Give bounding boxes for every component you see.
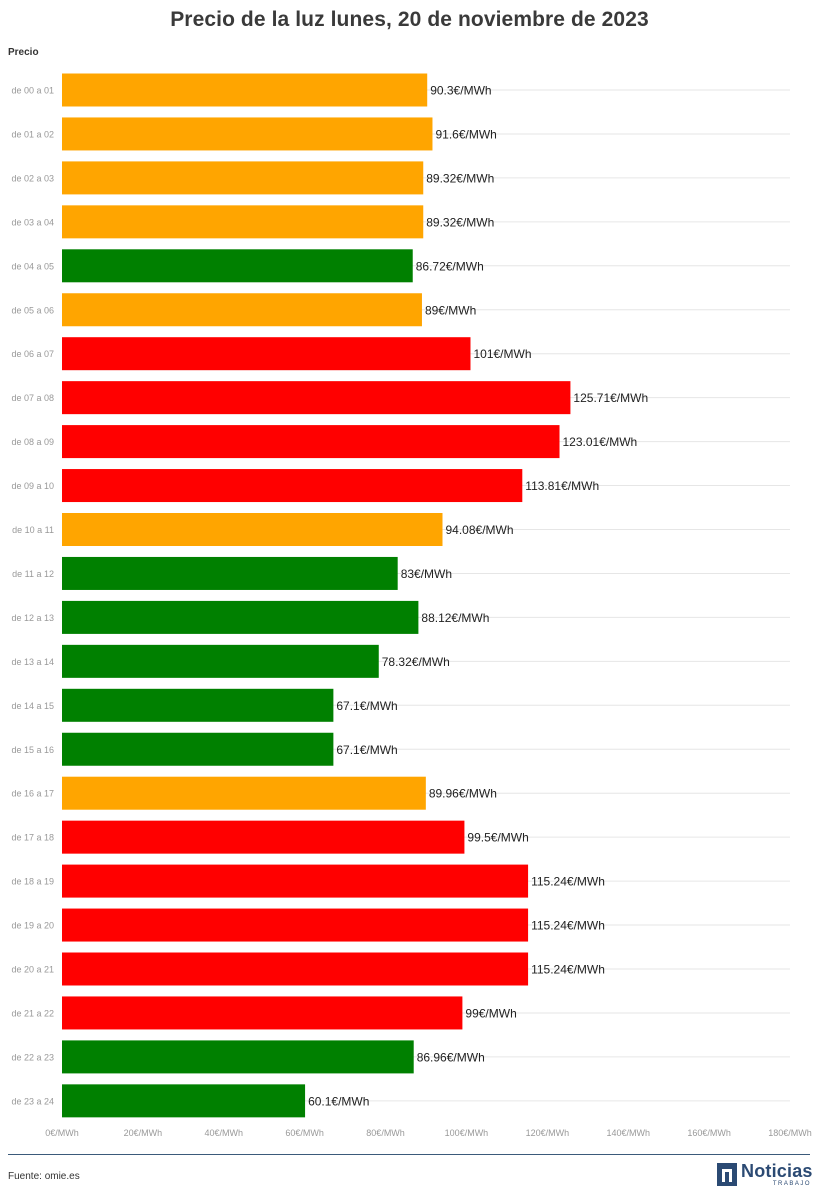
logo-n-icon (717, 1163, 737, 1186)
value-label: 67.1€/MWh (336, 743, 397, 757)
category-label: de 03 a 04 (11, 217, 54, 227)
value-label: 88.12€/MWh (421, 611, 489, 625)
bar (62, 381, 571, 415)
value-label: 89€/MWh (425, 303, 476, 317)
source-note: Fuente: omie.es (8, 1171, 80, 1182)
x-tick-label: 120€/MWh (526, 1128, 570, 1138)
value-label: 60.1€/MWh (308, 1094, 369, 1108)
category-label: de 10 a 11 (12, 525, 54, 535)
bar (62, 820, 465, 854)
x-tick-label: 60€/MWh (285, 1128, 324, 1138)
value-label: 90.3€/MWh (430, 84, 491, 98)
logo-subtitle: TRABAJO (772, 1181, 811, 1187)
value-label: 83€/MWh (401, 567, 452, 581)
x-tick-label: 40€/MWh (205, 1128, 244, 1138)
category-label: de 19 a 20 (11, 921, 54, 931)
category-label: de 07 a 08 (11, 393, 54, 403)
category-label: de 08 a 09 (11, 437, 54, 447)
value-label: 86.72€/MWh (416, 259, 484, 273)
footer-divider (8, 1154, 810, 1155)
x-tick-label: 100€/MWh (445, 1128, 489, 1138)
value-label: 115.24€/MWh (531, 919, 605, 933)
value-label: 125.71€/MWh (573, 391, 648, 405)
bar (62, 776, 426, 810)
x-tick-label: 140€/MWh (606, 1128, 650, 1138)
value-label: 94.08€/MWh (446, 523, 514, 537)
category-label: de 05 a 06 (11, 305, 54, 315)
category-label: de 17 a 18 (11, 833, 54, 843)
y-axis-label: Precio (8, 47, 39, 58)
bar (62, 556, 398, 590)
value-label: 67.1€/MWh (336, 699, 397, 713)
x-tick-label: 20€/MWh (124, 1128, 163, 1138)
logo-wordmark: Noticias (741, 1161, 813, 1181)
bar (62, 864, 529, 898)
value-label: 89.32€/MWh (426, 171, 494, 185)
bar (62, 908, 529, 942)
category-label: de 13 a 14 (11, 657, 54, 667)
category-label: de 11 a 12 (12, 569, 54, 579)
category-label: de 06 a 07 (11, 349, 54, 359)
bar-chart: de 00 a 01 de 01 a 02 de 02 a 03 de 03 a 04… (11, 73, 812, 1138)
bar (62, 205, 424, 239)
category-label: de 23 a 24 (11, 1096, 54, 1106)
value-label: 99€/MWh (465, 1006, 516, 1020)
x-tick-label: 180€/MWh (768, 1128, 812, 1138)
bar (62, 117, 433, 151)
bar (62, 644, 379, 678)
bars (62, 73, 571, 1118)
bar (62, 996, 463, 1030)
noticias-trabajo-logo: Noticias TRABAJO (717, 1161, 813, 1190)
category-label: de 04 a 05 (11, 261, 54, 271)
x-axis-ticks: 0€/MWh 20€/MWh 40€/MWh 60€/MWh 80€/MWh 100€/M… (45, 1128, 812, 1138)
grid-lines (62, 89, 790, 1102)
value-label: 101€/MWh (473, 347, 531, 361)
category-label: de 21 a 22 (11, 1008, 54, 1018)
category-label: de 02 a 03 (11, 173, 54, 183)
category-label: de 18 a 19 (11, 877, 54, 887)
value-label: 99.5€/MWh (467, 831, 528, 845)
bar (62, 425, 560, 459)
bar (62, 688, 334, 722)
bar (62, 732, 334, 766)
bar (62, 1084, 306, 1118)
category-label: de 15 a 16 (11, 745, 54, 755)
category-label: de 00 a 01 (11, 86, 54, 96)
category-labels: de 00 a 01 de 01 a 02 de 02 a 03 de 03 a 04… (11, 86, 54, 1107)
category-label: de 16 a 17 (11, 789, 54, 799)
value-label: 78.32€/MWh (382, 655, 450, 669)
category-label: de 20 a 21 (11, 965, 54, 975)
bar (62, 600, 419, 634)
bar (62, 293, 422, 327)
bar (62, 337, 471, 371)
category-label: de 12 a 13 (11, 613, 54, 623)
bar (62, 161, 424, 195)
bar (62, 1040, 414, 1074)
bar (62, 469, 523, 503)
value-label: 115.24€/MWh (531, 875, 605, 889)
value-label: 89.96€/MWh (429, 787, 497, 801)
bar (62, 73, 428, 107)
value-label: 113.81€/MWh (525, 479, 599, 493)
category-label: de 22 a 23 (11, 1052, 54, 1062)
value-label: 89.32€/MWh (426, 215, 494, 229)
value-label: 91.6€/MWh (435, 127, 496, 141)
bar (62, 952, 529, 986)
value-labels: 90.3€/MWh 91.6€/MWh 89.32€/MWh 89.32€/MWh 86… (308, 84, 648, 1109)
bar (62, 513, 443, 546)
value-label: 115.24€/MWh (531, 963, 605, 977)
value-label: 86.96€/MWh (417, 1050, 485, 1064)
x-tick-label: 80€/MWh (366, 1128, 405, 1138)
value-label: 123.01€/MWh (563, 435, 638, 449)
category-label: de 01 a 02 (11, 129, 54, 139)
x-tick-label: 0€/MWh (45, 1128, 79, 1138)
x-tick-label: 160€/MWh (687, 1128, 731, 1138)
category-label: de 09 a 10 (11, 481, 54, 491)
category-label: de 14 a 15 (11, 701, 54, 711)
bar (62, 249, 413, 283)
chart-title: Precio de la luz lunes, 20 de noviembre … (170, 8, 649, 31)
